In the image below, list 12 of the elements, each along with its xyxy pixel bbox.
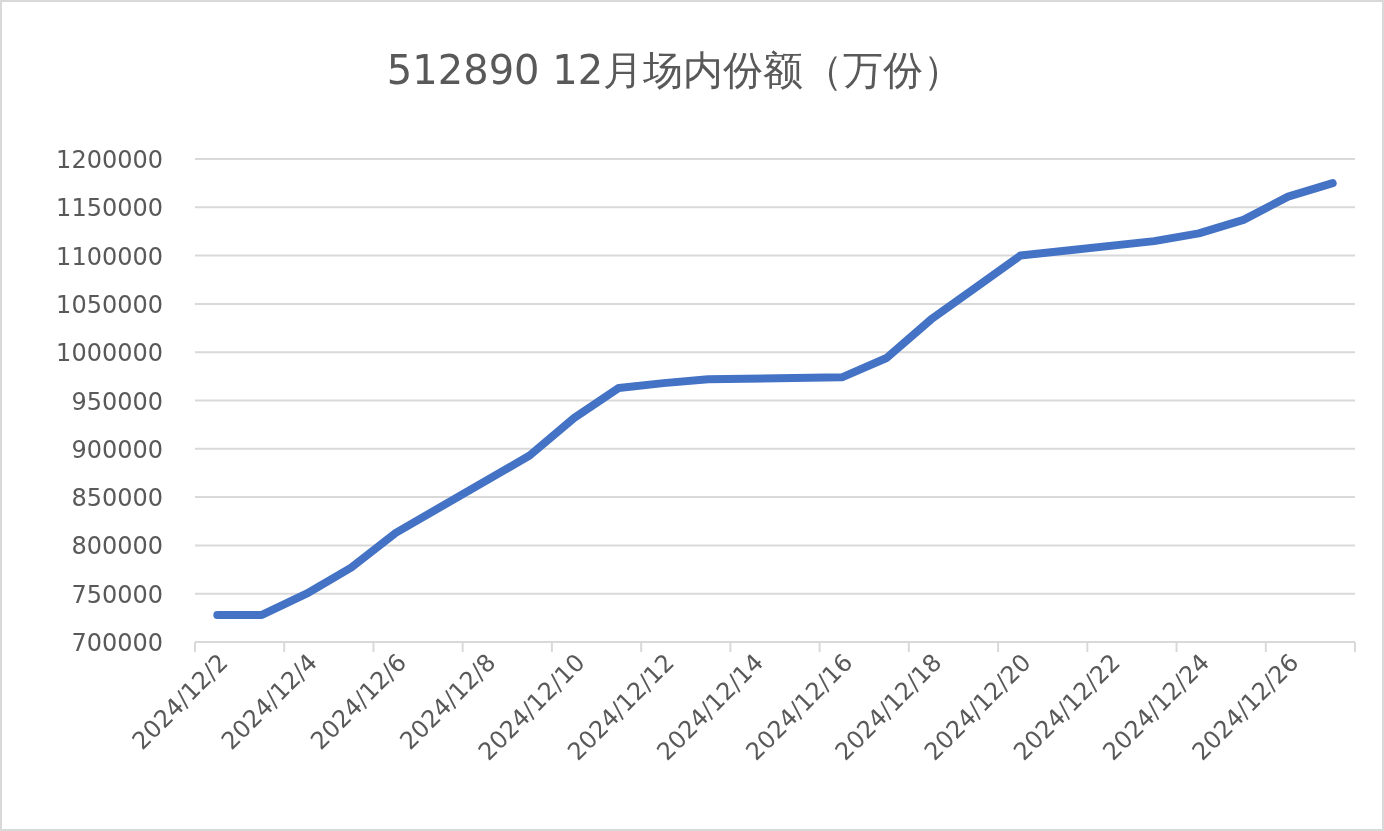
y-tick-label: 850000 [71,484,163,513]
y-tick-label: 1150000 [56,194,163,223]
y-tick-label: 1200000 [56,146,163,174]
y-tick-label: 750000 [71,580,163,609]
y-tick-label: 1050000 [56,290,163,319]
y-tick-label: 950000 [71,387,163,416]
chart-title: 512890 12月场内份额（万份） [386,47,964,93]
y-tick-label: 900000 [71,435,163,464]
y-tick-label: 700000 [71,629,163,657]
y-tick-label: 1100000 [56,242,163,271]
y-tick-label: 1000000 [56,339,163,368]
y-tick-label: 800000 [71,532,163,561]
